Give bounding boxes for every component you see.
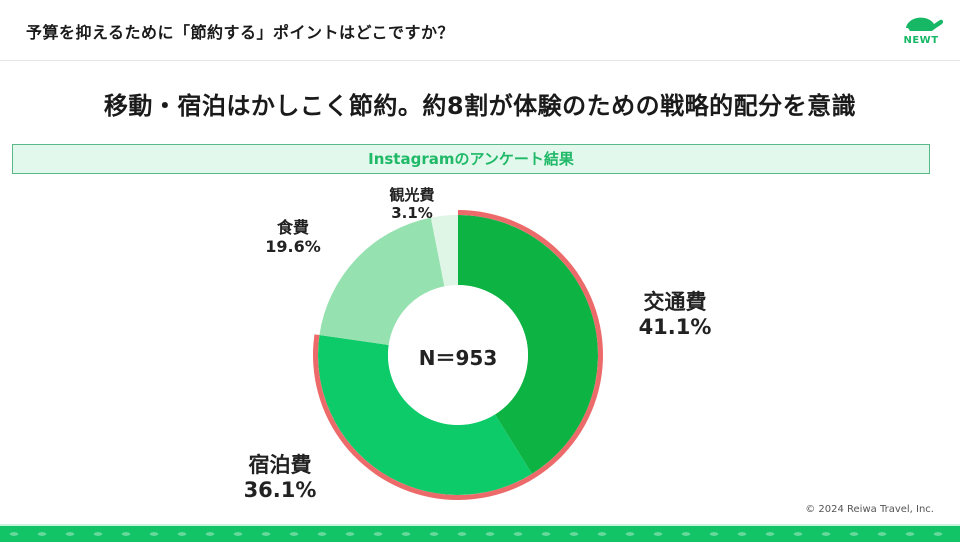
slice-transport	[458, 215, 598, 474]
donut-hole	[388, 285, 528, 425]
label-name: 観光費	[389, 186, 435, 204]
question-title: 予算を抑えるために「節約する」ポイントはどこですか？	[26, 23, 455, 42]
donut-chart: 交通費 41.1% 宿泊費 36.1% 食費 19.6% 観光費 3.1% N＝…	[0, 180, 960, 510]
slide-header: 予算を抑えるために「節約する」ポイントはどこですか？ NEWT	[0, 0, 960, 61]
newt-logo: NEWT	[896, 10, 946, 50]
survey-source-banner: Instagramのアンケート結果	[12, 144, 930, 174]
label-sightseeing: 観光費 3.1%	[372, 186, 452, 222]
label-transport: 交通費 41.1%	[620, 290, 730, 340]
logo-text: NEWT	[903, 35, 939, 46]
label-name: 交通費	[643, 290, 707, 314]
label-percent: 19.6%	[265, 237, 321, 257]
turtle-pattern	[0, 530, 960, 538]
turtle-icon	[906, 17, 944, 31]
footer-band	[0, 524, 960, 542]
donut-svg	[312, 210, 604, 500]
label-name: 宿泊費	[248, 453, 312, 477]
slice-sightseeing	[430, 215, 458, 287]
label-percent: 3.1%	[391, 204, 433, 222]
label-percent: 41.1%	[638, 315, 712, 340]
label-name: 食費	[276, 218, 309, 237]
label-food: 食費 19.6%	[248, 218, 338, 256]
label-percent: 36.1%	[243, 478, 317, 503]
headline: 移動・宿泊はかしこく節約。約8割が体験のための戦略的配分を意識	[103, 92, 857, 120]
copyright: © 2024 Reiwa Travel, Inc.	[805, 504, 934, 515]
slice-food	[319, 217, 445, 346]
label-lodging: 宿泊費 36.1%	[225, 453, 335, 503]
sample-size: N＝953	[418, 346, 498, 370]
slice-lodging	[318, 335, 532, 495]
